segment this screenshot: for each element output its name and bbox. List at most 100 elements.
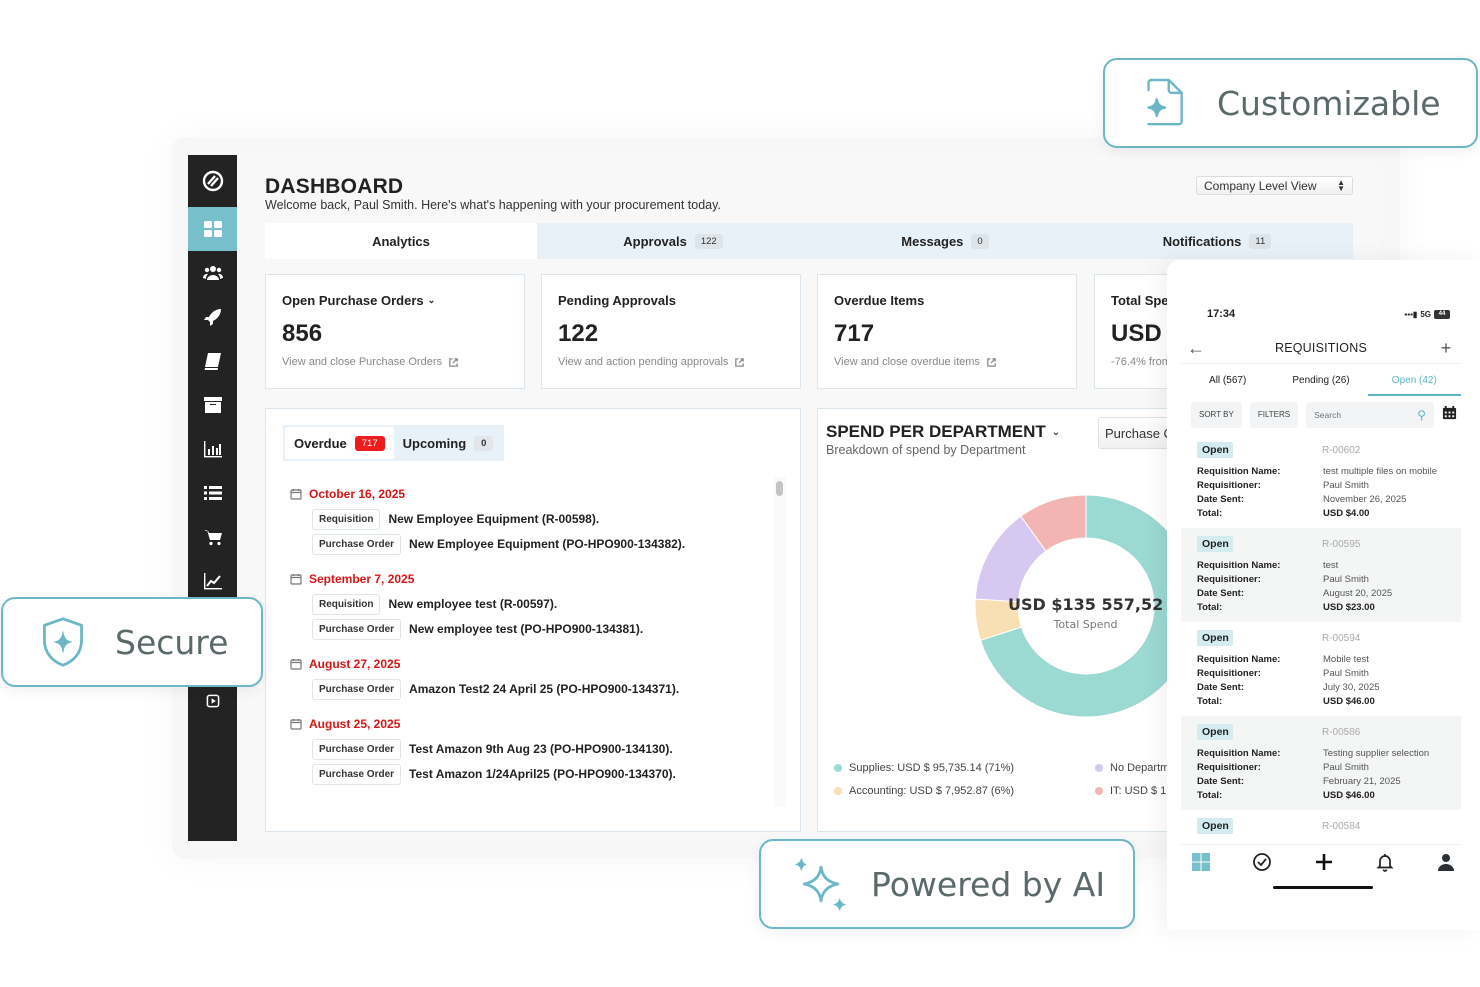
spend-donut-chart [974, 494, 1188, 718]
overdue-item[interactable]: Purchase Order New Employee Equipment (P… [312, 533, 770, 555]
overdue-item[interactable]: Requisition New Employee Equipment (R-00… [312, 508, 770, 530]
tab-label: Approvals [623, 233, 687, 249]
type-chip: Purchase Order [312, 533, 402, 555]
field-value: USD $4.00 [1323, 507, 1370, 519]
callout-label: Powered by AI [871, 864, 1106, 904]
field-label: Requisition Name: [1197, 653, 1281, 665]
sidebar-item-users[interactable] [188, 251, 237, 295]
divider [1181, 844, 1461, 845]
overdue-item[interactable]: Purchase Order Test Amazon 9th Aug 23 (P… [312, 738, 770, 760]
rocket-icon [203, 309, 221, 326]
requisition-id: R-00594 [1322, 632, 1361, 644]
tab-notifications[interactable]: Notifications 11 [1081, 223, 1353, 259]
field-value: test multiple files on mobile [1323, 465, 1438, 477]
requisition-id: R-00595 [1322, 538, 1361, 550]
overdue-item[interactable]: Requisition New employee test (R-00597). [312, 593, 770, 615]
filters-button[interactable]: FILTERS [1249, 402, 1299, 428]
stat-title[interactable]: Open Purchase Orders ⌄ [282, 293, 508, 308]
requisition-list: Open R-00602 Requisition Name: test multi… [1181, 434, 1461, 840]
field-value: USD $46.00 [1323, 695, 1375, 707]
spend-title-text: SPEND PER DEPARTMENT [826, 422, 1046, 441]
tab-overdue[interactable]: Overdue 717 [285, 427, 394, 459]
donut-slice-supplies[interactable] [979, 494, 1188, 718]
calendar-button[interactable] [1442, 405, 1457, 425]
tab-approvals[interactable]: Approvals 122 [537, 223, 809, 259]
requisition-card[interactable]: Open R-00584 [1181, 810, 1461, 840]
tab-pending[interactable]: Pending (26) [1292, 375, 1350, 386]
callout-customizable: Customizable [1103, 58, 1478, 148]
view-level-select[interactable]: Company Level View ▲ ▼ [1196, 176, 1353, 195]
tab-all[interactable]: All (567) [1209, 375, 1247, 386]
spend-title[interactable]: SPEND PER DEPARTMENT ⌄ [826, 422, 1060, 442]
overdue-group: September 7, 2025 Requisition New employ… [290, 569, 770, 640]
callout-label: Secure [115, 622, 229, 662]
status-badge: Open [1197, 724, 1233, 740]
requisition-card[interactable]: Open R-00595 Requisition Name: test Requi… [1181, 528, 1461, 622]
overdue-date: September 7, 2025 [290, 569, 770, 589]
field-value: November 26, 2025 [1323, 493, 1407, 505]
total-spend-value: USD $135 557,52 [1008, 595, 1164, 614]
overdue-item[interactable]: Purchase Order Test Amazon 1/24April25 (… [312, 763, 770, 785]
legend-item-it[interactable]: IT: USD $ 1 [1095, 785, 1166, 797]
add-icon[interactable]: + [1440, 337, 1452, 358]
calendar-icon [1442, 405, 1457, 420]
spend-subtitle: Breakdown of spend by Department [826, 443, 1026, 457]
legend-item-no-department[interactable]: No Departm [1095, 762, 1169, 774]
calendar-icon [290, 659, 302, 670]
item-text: Amazon Test2 24 April 25 (PO-HPO900-1343… [409, 682, 680, 696]
sidebar-item-reports[interactable] [188, 427, 237, 471]
field-value: July 30, 2025 [1323, 681, 1380, 693]
field-value: test [1323, 559, 1339, 571]
battery-icon: 44 [1434, 309, 1450, 319]
tab-messages[interactable]: Messages 0 [809, 223, 1081, 259]
scrollbar-thumb[interactable] [776, 481, 783, 496]
field-label: Date Sent: [1197, 681, 1244, 693]
count-badge: 11 [1249, 233, 1272, 249]
bell-icon[interactable] [1375, 852, 1395, 872]
dashboard-grid-icon[interactable] [1191, 852, 1211, 872]
check-circle-icon[interactable] [1252, 852, 1272, 872]
search-input[interactable] [1314, 410, 1395, 420]
sidebar-item-projects[interactable] [188, 295, 237, 339]
sidebar-item-list[interactable] [188, 471, 237, 515]
legend-item-supplies[interactable]: Supplies: USD $ 95,735.14 (71%) [834, 762, 1014, 774]
sidebar-item-dashboard[interactable] [188, 207, 237, 251]
item-text: New Employee Equipment (PO-HPO900-134382… [409, 537, 686, 551]
search-icon[interactable]: ⚲ [1417, 408, 1426, 422]
sidebar-item-analytics[interactable] [188, 559, 237, 603]
total-spend-label: Total Spend [1053, 618, 1118, 631]
overdue-item[interactable]: Purchase Order New employee test (PO-HPO… [312, 618, 770, 640]
user-profile-icon[interactable] [1436, 852, 1456, 872]
donut-slice-it[interactable] [1020, 494, 1087, 552]
requisition-card[interactable]: Open R-00594 Requisition Name: Mobile tes… [1181, 622, 1461, 716]
sidebar-item-catalog[interactable] [188, 339, 237, 383]
stat-link-text: View and action pending approvals [558, 356, 729, 368]
overdue-group: October 16, 2025 Requisition New Employe… [290, 484, 770, 555]
users-icon [202, 266, 223, 280]
stat-link[interactable]: View and close Purchase Orders [282, 356, 508, 368]
bar-chart-icon [203, 441, 222, 458]
stat-link[interactable]: View and action pending approvals [558, 356, 784, 368]
requisition-card[interactable]: Open R-00602 Requisition Name: test multi… [1181, 434, 1461, 528]
sidebar-item-archive[interactable] [188, 383, 237, 427]
callout-label: Customizable [1217, 83, 1441, 123]
signal-icon: ▪▪▪▮ [1404, 309, 1418, 319]
sidebar-item-cart[interactable] [188, 515, 237, 559]
legend-item-accounting[interactable]: Accounting: USD $ 7,952.87 (6%) [834, 785, 1014, 797]
sidebar-logo[interactable] [188, 155, 237, 207]
sidebar-item-media[interactable] [188, 679, 237, 723]
search-field[interactable]: ⚲ [1306, 402, 1434, 428]
plus-icon[interactable] [1314, 852, 1334, 872]
back-arrow-icon[interactable]: ← [1187, 337, 1205, 358]
overdue-item[interactable]: Purchase Order Amazon Test2 24 April 25 … [312, 678, 770, 700]
stat-link[interactable]: View and close overdue items [834, 356, 1060, 368]
tab-analytics[interactable]: Analytics [265, 223, 537, 259]
count-badge: 0 [971, 233, 989, 249]
tab-open[interactable]: Open (42) [1367, 366, 1461, 396]
type-chip: Purchase Order [312, 678, 402, 700]
sort-by-button[interactable]: SORT BY [1191, 402, 1242, 428]
tab-label: Notifications [1162, 233, 1242, 249]
overdue-scrollbar[interactable] [774, 477, 786, 807]
requisition-card[interactable]: Open R-00586 Requisition Name: Testing su… [1181, 716, 1461, 810]
tab-upcoming[interactable]: Upcoming 0 [394, 427, 503, 459]
